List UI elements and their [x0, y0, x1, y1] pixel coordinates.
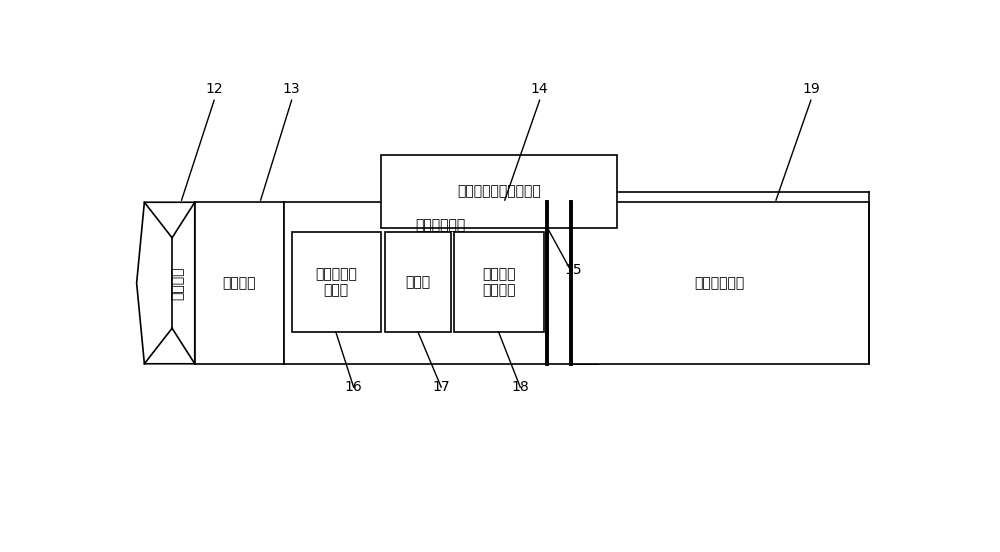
Polygon shape	[137, 202, 195, 364]
Bar	[454, 232, 544, 332]
Text: 18: 18	[511, 380, 529, 394]
Bar	[292, 232, 381, 332]
Text: 钒孔轨迹
测量短节: 钒孔轨迹 测量短节	[482, 267, 516, 297]
Text: 孔口数据采集处理装置: 孔口数据采集处理装置	[457, 184, 541, 199]
Bar	[195, 202, 284, 364]
Text: 13: 13	[283, 82, 300, 96]
Text: 无磁件器外管: 无磁件器外管	[416, 219, 466, 232]
Text: 12: 12	[205, 82, 223, 96]
Bar	[571, 202, 869, 364]
Bar	[385, 232, 450, 332]
Text: 17: 17	[432, 380, 450, 394]
Bar	[284, 202, 598, 364]
Text: 19: 19	[802, 82, 820, 96]
Text: 电池筒: 电池筒	[405, 275, 430, 289]
Text: 有线传输钓杆: 有线传输钓杆	[695, 276, 745, 290]
Text: 15: 15	[564, 263, 582, 277]
Text: 定向钓具: 定向钓具	[223, 276, 256, 290]
Text: 定向钓头: 定向钓头	[170, 266, 184, 300]
Text: 16: 16	[345, 380, 362, 394]
Text: 14: 14	[531, 82, 548, 96]
Text: 地层放射测
量短节: 地层放射测 量短节	[315, 267, 357, 297]
Bar	[381, 156, 617, 228]
